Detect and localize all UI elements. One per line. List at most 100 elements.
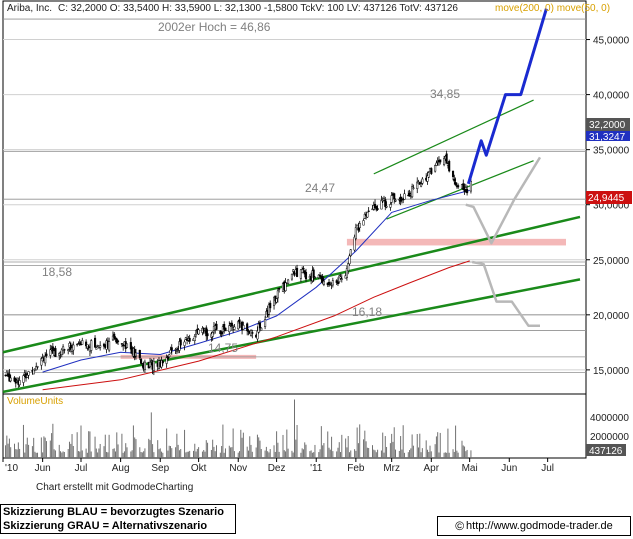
candle-body (63, 349, 66, 351)
candle-body (435, 162, 438, 166)
x-tick-label: Jun (35, 463, 51, 474)
candle-body (246, 323, 249, 332)
volume-tick-2m: 2000000 (590, 432, 629, 443)
candle-body (90, 340, 93, 351)
candle-body (206, 333, 209, 337)
candle-body (412, 187, 415, 189)
candle-body (380, 200, 383, 210)
quote-line: C: 32,2000 O: 33,5400 H: 33,5900 L: 32,1… (58, 3, 458, 14)
candle-body (125, 343, 129, 348)
candle-body (45, 353, 48, 356)
candle-body (384, 199, 387, 207)
candle-body (22, 375, 25, 383)
candle-body (454, 182, 457, 186)
candle-body (367, 210, 370, 212)
candle-body (44, 356, 47, 364)
candle-body (376, 208, 379, 210)
candle-body (224, 327, 227, 332)
candle-body (385, 205, 388, 208)
candle-body (421, 178, 424, 184)
candle-body (443, 158, 446, 166)
x-tick-label: Feb (347, 463, 365, 474)
candle-body (35, 366, 38, 371)
legend-blue: Skizzierung BLAU = bevorzugtes Szenario (3, 506, 224, 518)
candle-body (87, 346, 90, 349)
candle-body (319, 274, 322, 277)
candle-body (302, 267, 305, 270)
volume-tick-4m: 4000000 (590, 413, 629, 424)
candle-body (8, 373, 11, 382)
x-tick-label: Jun (501, 463, 517, 474)
candle-body (362, 220, 365, 226)
scenario-blue-path (466, 8, 548, 185)
candle-body (197, 329, 200, 335)
candle-body (166, 355, 169, 360)
candle-body (148, 361, 152, 368)
candle-body (453, 178, 456, 182)
candle-body (416, 181, 419, 189)
price-tag-ma200: 24,9445 (586, 191, 632, 204)
candle-body (193, 336, 196, 342)
candle-body (321, 276, 324, 283)
candle-body (67, 349, 70, 351)
y-tick-label: 40,0000 (593, 91, 630, 102)
candle-body (451, 170, 455, 177)
candle-body (439, 159, 442, 163)
candle-body (78, 341, 81, 343)
candle-body (258, 322, 262, 329)
candle-body (134, 352, 138, 357)
chart-credit: Chart erstellt mit GodmodeCharting (36, 482, 194, 493)
candle-body (462, 183, 465, 190)
candle-body (264, 319, 267, 327)
candle-body (469, 181, 472, 192)
y-tick-label: 45,0000 (593, 36, 630, 47)
trend-line (2, 278, 581, 394)
candle-body (356, 224, 359, 230)
candle-body (36, 366, 39, 368)
candle-body (94, 337, 97, 348)
x-axis-ticks: '10 Jun Jul Aug Sep Okt Nov Dez '11 Feb Mrz Apr Mai J… (2, 458, 554, 474)
candle-body (278, 288, 281, 290)
candle-body (275, 298, 278, 303)
candle-body (114, 337, 117, 340)
y-tick-label: 15,0000 (593, 366, 630, 377)
annotation-1858: 18,58 (42, 265, 72, 279)
candle-body (237, 321, 240, 330)
volume-label: VolumeUnits (7, 396, 63, 407)
candle-body (290, 273, 293, 280)
candle-body (27, 371, 30, 376)
candle-body (348, 255, 351, 265)
annotation-1475: 14,75 (208, 341, 238, 355)
candle-body (256, 330, 259, 340)
candle-body (336, 281, 340, 285)
candle-body (335, 280, 338, 283)
y-axis-ticks: 15,0000 20,0000 25,0000 30,0000 35,0000 40,00… (586, 36, 630, 377)
ma50-line (42, 189, 470, 373)
candle-body (354, 227, 357, 239)
candle-body (161, 360, 164, 364)
candle-body (375, 206, 378, 209)
candle-body (174, 349, 177, 351)
candle-body (363, 214, 366, 219)
x-tick-label: Dez (268, 463, 286, 474)
candle-body (150, 360, 153, 362)
candle-body (284, 282, 287, 292)
copyright-icon: © (455, 519, 465, 533)
candle-body (60, 349, 63, 355)
website-url[interactable]: http://www.godmode-trader.de (466, 520, 613, 532)
candle-body (9, 377, 12, 382)
x-tick-label: Nov (229, 463, 247, 474)
candle-body (296, 267, 299, 277)
candle-body (77, 343, 80, 345)
x-tick-label: Jul (75, 463, 88, 474)
website-link[interactable]: © http://www.godmode-trader.de (437, 516, 631, 536)
candle-body (331, 280, 334, 286)
candle-body (411, 186, 414, 198)
candle-body (292, 269, 295, 272)
candle-body (345, 268, 348, 278)
candle-body (169, 349, 172, 354)
candle-body (430, 168, 433, 174)
candle-body (403, 193, 406, 200)
candle-body (40, 358, 43, 366)
candle-body (353, 236, 356, 251)
